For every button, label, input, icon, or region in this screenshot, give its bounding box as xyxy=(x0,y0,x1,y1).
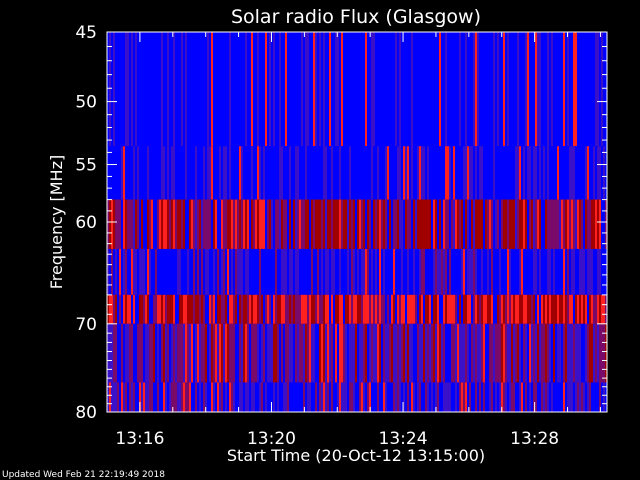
spectrogram-heatmap xyxy=(107,32,608,412)
y-tick-label: 60 xyxy=(75,213,97,233)
frequency-band-1 xyxy=(107,32,608,147)
y-tick-label: 80 xyxy=(75,403,97,423)
x-tick: 13:24 xyxy=(379,32,428,449)
x-tick: 13:28 xyxy=(510,32,559,449)
y-axis: 45 50 55 60 70 80 xyxy=(75,23,607,423)
y-tick-label: 45 xyxy=(75,23,97,43)
y-tick: 50 xyxy=(75,93,607,113)
x-tick-label: 13:20 xyxy=(247,429,296,449)
x-axis: 13:16 13:20 13:24 13:28 xyxy=(106,32,601,449)
y-tick: 45 xyxy=(75,23,607,43)
footer-updated: Updated Wed Feb 21 22:19:49 2018 xyxy=(2,470,165,480)
x-tick-label: 13:24 xyxy=(379,429,428,449)
y-tick-label: 70 xyxy=(75,315,97,335)
y-tick-label: 55 xyxy=(75,156,97,176)
x-tick-label: 13:16 xyxy=(115,429,164,449)
y-axis-title: Frequency [MHz] xyxy=(47,155,66,289)
frequency-band-5 xyxy=(107,294,608,324)
frequency-band-2 xyxy=(107,146,608,200)
chart-title: Solar radio Flux (Glasgow) xyxy=(231,6,481,28)
frequency-band-3 xyxy=(107,199,608,249)
y-tick: 60 xyxy=(75,213,607,233)
y-tick-label: 50 xyxy=(75,93,97,113)
x-tick: 13:16 xyxy=(115,32,164,449)
frequency-band-6 xyxy=(107,323,608,383)
x-tick: 13:20 xyxy=(247,32,296,449)
y-tick: 70 xyxy=(75,315,607,335)
x-axis-title: Start Time (20-Oct-12 13:15:00) xyxy=(227,446,485,465)
frequency-band-4 xyxy=(107,248,608,295)
x-tick-label: 13:28 xyxy=(510,429,559,449)
y-tick: 55 xyxy=(75,156,607,176)
y-tick: 80 xyxy=(75,403,607,423)
frequency-band-7 xyxy=(107,382,608,412)
